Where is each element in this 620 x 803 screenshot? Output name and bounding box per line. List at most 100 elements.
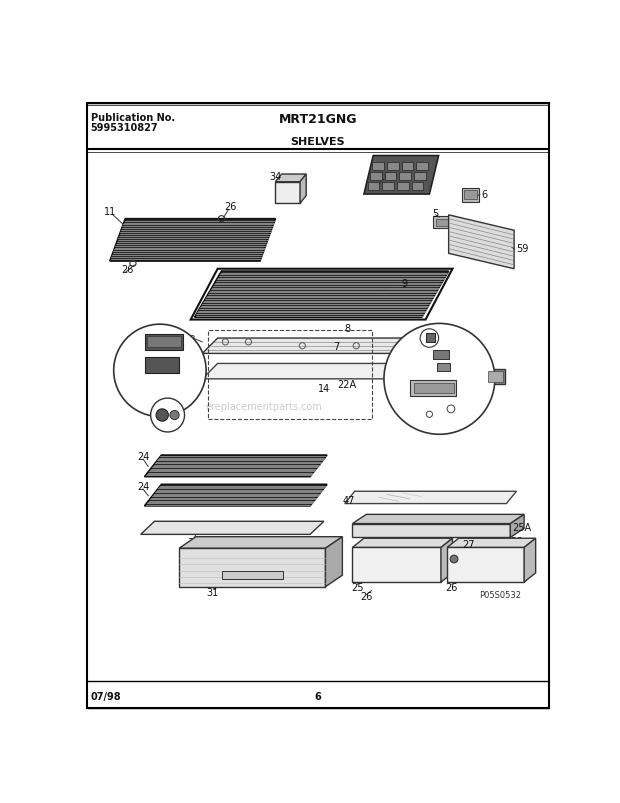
Text: 11: 11 [104, 206, 116, 217]
Bar [147, 337, 180, 348]
Text: 5995310827: 5995310827 [91, 124, 158, 133]
Text: 26: 26 [446, 582, 458, 592]
Text: 23: 23 [451, 347, 463, 357]
Bar [399, 173, 411, 181]
Text: 7: 7 [333, 341, 339, 351]
Text: 19: 19 [468, 382, 479, 392]
Text: 8: 8 [345, 324, 351, 333]
Bar [144, 358, 179, 373]
Text: P05S0532: P05S0532 [479, 590, 521, 599]
Polygon shape [300, 175, 306, 204]
Text: 6: 6 [314, 691, 321, 701]
Text: 5: 5 [432, 208, 438, 218]
Text: 14: 14 [317, 384, 330, 393]
Text: ereplacementparts.com: ereplacementparts.com [205, 402, 322, 411]
Text: MRT21GNG: MRT21GNG [278, 113, 357, 126]
Text: 9: 9 [401, 279, 407, 289]
Bar [402, 163, 413, 171]
Bar [208, 331, 371, 419]
Text: Publication No.: Publication No. [91, 113, 175, 124]
Circle shape [170, 411, 179, 420]
Bar [383, 183, 394, 191]
Bar [412, 183, 423, 191]
Bar [416, 163, 428, 171]
Text: 27: 27 [463, 539, 475, 549]
Polygon shape [524, 539, 536, 582]
Polygon shape [202, 339, 422, 354]
Polygon shape [352, 515, 524, 524]
Text: -18: -18 [455, 409, 469, 418]
Polygon shape [275, 182, 300, 204]
Text: 26: 26 [510, 536, 523, 546]
Polygon shape [441, 539, 453, 582]
Polygon shape [364, 157, 438, 195]
Text: 24: 24 [137, 451, 149, 461]
Bar [397, 183, 409, 191]
Text: 59: 59 [516, 243, 529, 254]
Text: 6: 6 [481, 190, 487, 200]
Bar [436, 219, 454, 226]
Polygon shape [326, 537, 342, 587]
Text: 12: 12 [185, 334, 197, 343]
Polygon shape [345, 491, 516, 504]
Text: 25A: 25A [513, 522, 532, 532]
Text: 13: 13 [154, 377, 166, 385]
Text: 24: 24 [137, 481, 149, 491]
Polygon shape [447, 539, 536, 548]
Bar [410, 381, 456, 397]
Text: 17: 17 [452, 360, 463, 369]
Polygon shape [144, 485, 327, 506]
Bar [368, 183, 379, 191]
Text: 30: 30 [187, 537, 199, 548]
Bar [385, 173, 396, 181]
Polygon shape [352, 548, 441, 582]
Text: 22A: 22A [337, 380, 356, 389]
Bar [425, 333, 435, 342]
Circle shape [113, 324, 206, 417]
Bar [433, 217, 456, 229]
Bar [414, 173, 425, 181]
Bar [485, 369, 505, 385]
Text: 26: 26 [360, 591, 373, 601]
Polygon shape [195, 271, 449, 318]
Polygon shape [110, 219, 275, 262]
Text: 31: 31 [435, 403, 446, 412]
Polygon shape [275, 175, 306, 182]
Text: SHELVES: SHELVES [290, 137, 345, 146]
Polygon shape [352, 524, 510, 538]
Text: 25: 25 [351, 582, 363, 592]
Polygon shape [179, 548, 326, 587]
Polygon shape [144, 455, 327, 477]
Text: 31: 31 [206, 588, 218, 597]
Polygon shape [202, 364, 414, 379]
Bar [488, 372, 503, 382]
Bar [437, 364, 450, 372]
Polygon shape [141, 522, 324, 535]
Bar [462, 189, 479, 202]
Bar [433, 350, 449, 360]
Bar [414, 384, 454, 393]
Text: 26: 26 [122, 264, 134, 275]
Bar [221, 572, 283, 579]
Circle shape [384, 324, 495, 434]
Text: 26: 26 [224, 202, 236, 211]
Text: 16: 16 [179, 396, 191, 405]
Text: 21: 21 [402, 381, 414, 389]
Circle shape [156, 410, 169, 422]
Circle shape [151, 398, 185, 433]
Bar [464, 191, 477, 200]
Polygon shape [179, 537, 342, 548]
Bar [373, 163, 384, 171]
Circle shape [450, 556, 458, 563]
Text: 34: 34 [269, 171, 281, 181]
Text: 47: 47 [342, 495, 355, 505]
Text: 07/98: 07/98 [91, 691, 122, 701]
Polygon shape [449, 215, 514, 269]
Text: -145: -145 [440, 332, 460, 341]
Polygon shape [510, 515, 524, 538]
Bar [144, 335, 183, 350]
Text: 10: 10 [379, 171, 392, 181]
Bar [387, 163, 399, 171]
Polygon shape [447, 548, 524, 582]
Bar [370, 173, 382, 181]
